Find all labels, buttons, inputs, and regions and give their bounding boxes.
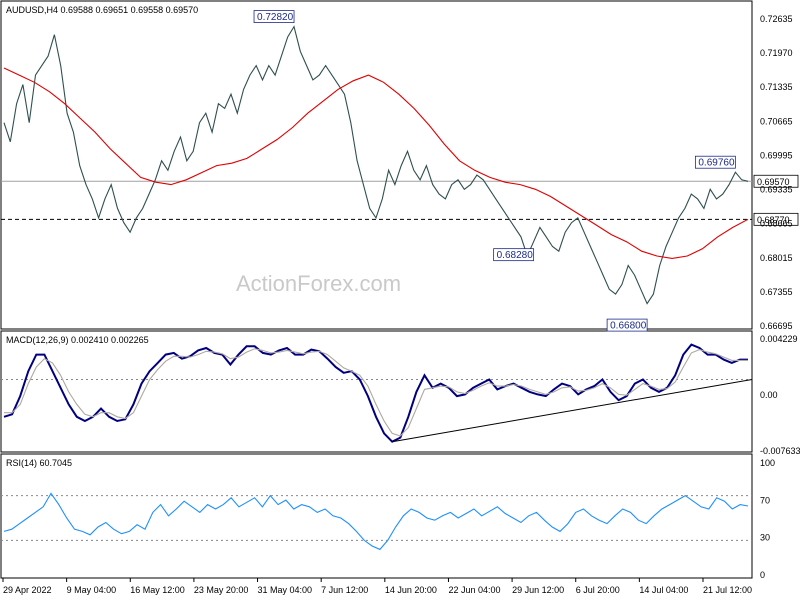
y-tick-label: 0.00 xyxy=(760,390,778,400)
rsi-panel-frame xyxy=(0,453,753,579)
x-tick-label: 29 Apr 2022 xyxy=(3,585,52,595)
price-panel-title: AUDUSD,H4 0.69588 0.69651 0.69558 0.6957… xyxy=(6,5,198,15)
x-tick-label: 6 Jul 20:00 xyxy=(576,585,620,595)
x-tick-label: 7 Jun 12:00 xyxy=(321,585,368,595)
price-marker-box xyxy=(753,212,799,226)
x-tick-label: 14 Jun 20:00 xyxy=(385,585,437,595)
watermark: ActionForex.com xyxy=(236,271,401,296)
y-tick-label: 0.70665 xyxy=(760,116,793,126)
x-tick-label: 14 Jul 04:00 xyxy=(639,585,688,595)
x-tick-label: 21 Jul 12:00 xyxy=(703,585,752,595)
y-tick-label: 100 xyxy=(760,458,775,468)
y-tick-label: 0.71970 xyxy=(760,48,793,58)
macd-panel-title: MACD(12,26,9) 0.002410 0.002265 xyxy=(6,335,149,345)
x-tick-label: 9 May 04:00 xyxy=(67,585,117,595)
x-tick-label: 22 Jun 04:00 xyxy=(448,585,500,595)
x-tick-label: 31 May 04:00 xyxy=(258,585,313,595)
annotation-label: 0.69760 xyxy=(698,158,735,169)
annotation-box xyxy=(694,155,736,169)
y-tick-label: 0.69995 xyxy=(760,150,793,160)
annotation-label: 0.66800 xyxy=(610,321,647,332)
y-tick-label: 0.66695 xyxy=(760,321,793,331)
price-panel-frame xyxy=(0,0,753,330)
annotation-box xyxy=(493,248,535,262)
series-line-1-1 xyxy=(4,348,748,437)
y-tick-label: 0.69335 xyxy=(760,185,793,195)
y-tick-label: 0.71335 xyxy=(760,82,793,92)
rsi-panel-title: RSI(14) 60.7045 xyxy=(6,458,72,468)
x-tick-label: 23 May 20:00 xyxy=(194,585,249,595)
series-line-2-0 xyxy=(3,492,749,551)
y-tick-label: 30 xyxy=(760,533,770,543)
y-tick-label: -0.007633 xyxy=(760,446,800,456)
price-marker-label: 0.68770 xyxy=(757,215,790,225)
y-tick-label: 70 xyxy=(760,495,770,505)
series-line-1-0 xyxy=(3,343,748,443)
annotation-box xyxy=(606,318,648,332)
x-tick-label: 29 Jun 12:00 xyxy=(512,585,564,595)
series-line-0-0 xyxy=(3,25,749,305)
annotation-label: 0.72820 xyxy=(257,12,294,23)
price-marker-label: 0.69570 xyxy=(757,177,790,187)
y-tick-label: 0.72635 xyxy=(760,14,793,24)
macd-panel-frame xyxy=(0,330,753,453)
y-tick-label: 0 xyxy=(760,570,765,580)
price-marker-box xyxy=(753,174,799,188)
series-line-0-1 xyxy=(3,67,749,259)
y-tick-label: 0.68665 xyxy=(760,219,793,229)
y-tick-label: 0.68015 xyxy=(760,253,793,263)
macd-trendline xyxy=(392,378,753,443)
y-tick-label: 0.67355 xyxy=(760,287,793,297)
annotation-box xyxy=(253,10,295,23)
y-tick-label: 0.004229 xyxy=(760,334,798,344)
annotation-label: 0.68280 xyxy=(497,250,534,261)
x-tick-label: 16 May 12:00 xyxy=(130,585,185,595)
